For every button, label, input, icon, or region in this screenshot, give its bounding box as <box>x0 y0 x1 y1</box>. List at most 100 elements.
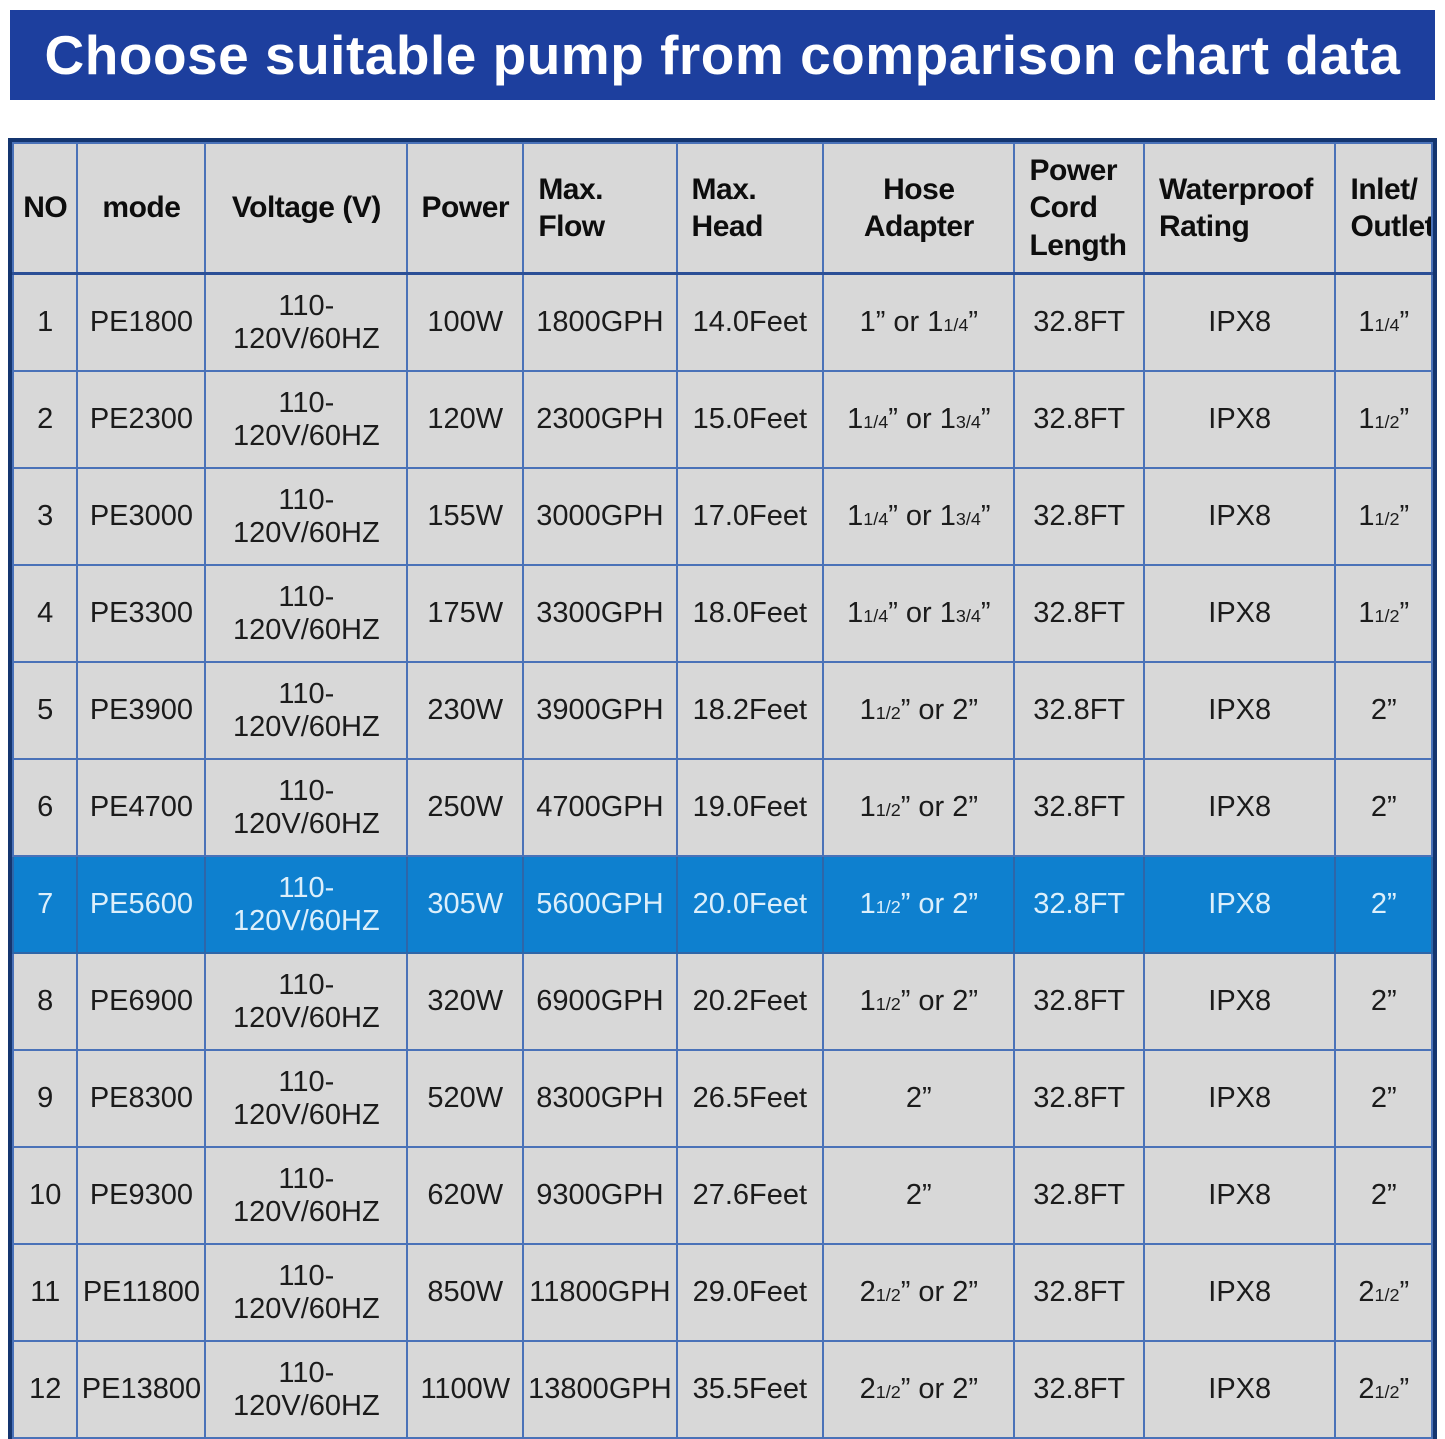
cell-inlet_outlet: 2” <box>1334 1049 1433 1148</box>
table-row-pe9300: 10 PE9300 110-120V/60HZ 620W 9300GPH 27.6Feet… <box>11 1146 1433 1245</box>
cell-max_flow: 3300GPH <box>522 564 678 663</box>
cell-waterproof_rating: IPX8 <box>1142 758 1337 857</box>
cell-waterproof_rating: IPX8 <box>1142 661 1337 760</box>
column-header-max_flow: Max. Flow <box>522 142 678 275</box>
cell-max_head: 20.2Feet <box>675 952 825 1051</box>
cell-hose_adapter: 2” <box>822 1146 1016 1245</box>
cell-waterproof_rating: IPX8 <box>1142 952 1337 1051</box>
fraction: 1/4 <box>863 412 889 432</box>
table-row-pe1800: 1 PE1800 110-120V/60HZ 100W 1800GPH 14.0Feet 1… <box>11 272 1433 372</box>
table-row-pe4700: 6 PE4700 110-120V/60HZ 250W 4700GPH 19.0Feet 1… <box>11 758 1433 857</box>
table-row-pe2300: 2 PE2300 110-120V/60HZ 120W 2300GPH 15.0Feet 1… <box>11 370 1433 469</box>
cell-power: 120W <box>406 370 525 469</box>
fraction: 1/4 <box>863 606 889 626</box>
fraction: 1/2 <box>875 994 901 1014</box>
cell-max_flow: 3900GPH <box>522 661 678 760</box>
cell-inlet_outlet: 11/2” <box>1334 370 1433 469</box>
cell-waterproof_rating: IPX8 <box>1142 1340 1337 1439</box>
cell-no: 7 <box>11 855 79 954</box>
cell-power_cord_length: 32.8FT <box>1013 370 1145 469</box>
table-row-pe5600: 7 PE5600 110-120V/60HZ 305W 5600GPH 20.0Feet 1… <box>11 855 1433 954</box>
cell-mode: PE4700 <box>76 758 207 857</box>
cell-power_cord_length: 32.8FT <box>1013 467 1145 566</box>
cell-no: 8 <box>11 952 79 1051</box>
column-header-voltage: Voltage (V) <box>204 142 409 275</box>
cell-voltage: 110-120V/60HZ <box>204 1243 409 1342</box>
cell-no: 12 <box>11 1340 79 1439</box>
cell-waterproof_rating: IPX8 <box>1142 370 1337 469</box>
cell-no: 10 <box>11 1146 79 1245</box>
cell-power_cord_length: 32.8FT <box>1013 661 1145 760</box>
cell-waterproof_rating: IPX8 <box>1142 1049 1337 1148</box>
cell-voltage: 110-120V/60HZ <box>204 1146 409 1245</box>
cell-max_flow: 6900GPH <box>522 952 678 1051</box>
cell-max_head: 29.0Feet <box>675 1243 825 1342</box>
cell-inlet_outlet: 2” <box>1334 855 1433 954</box>
cell-power_cord_length: 32.8FT <box>1013 564 1145 663</box>
cell-mode: PE3900 <box>76 661 207 760</box>
cell-inlet_outlet: 11/2” <box>1334 467 1433 566</box>
cell-power: 230W <box>406 661 525 760</box>
cell-power: 320W <box>406 952 525 1051</box>
cell-waterproof_rating: IPX8 <box>1142 467 1337 566</box>
cell-waterproof_rating: IPX8 <box>1142 564 1337 663</box>
cell-mode: PE13800 <box>76 1340 207 1439</box>
cell-max_head: 35.5Feet <box>675 1340 825 1439</box>
cell-power: 250W <box>406 758 525 857</box>
fraction: 1/2 <box>875 1382 901 1402</box>
cell-power_cord_length: 32.8FT <box>1013 1049 1145 1148</box>
cell-power_cord_length: 32.8FT <box>1013 272 1145 372</box>
column-header-power: Power <box>406 142 525 275</box>
fraction: 1/4 <box>943 315 969 335</box>
cell-waterproof_rating: IPX8 <box>1142 855 1337 954</box>
cell-waterproof_rating: IPX8 <box>1142 272 1337 372</box>
cell-voltage: 110-120V/60HZ <box>204 1340 409 1439</box>
cell-power: 155W <box>406 467 525 566</box>
comparison-table-wrapper: NO mode Voltage (V) Power Max. Flow Max. Head… <box>8 138 1437 1439</box>
fraction: 1/2 <box>1374 1285 1400 1305</box>
cell-no: 9 <box>11 1049 79 1148</box>
cell-power: 1100W <box>406 1340 525 1439</box>
cell-voltage: 110-120V/60HZ <box>204 467 409 566</box>
cell-inlet_outlet: 11/4” <box>1334 272 1433 372</box>
column-header-no: NO <box>11 142 79 275</box>
pump-comparison-table: NO mode Voltage (V) Power Max. Flow Max. Head… <box>11 142 1433 1439</box>
cell-max_flow: 2300GPH <box>522 370 678 469</box>
cell-hose_adapter: 11/2” or 2” <box>822 952 1016 1051</box>
cell-inlet_outlet: 2” <box>1334 758 1433 857</box>
table-header: NO mode Voltage (V) Power Max. Flow Max. Head… <box>11 142 1433 275</box>
page-title: Choose suitable pump from comparison cha… <box>44 24 1401 86</box>
cell-hose_adapter: 21/2” or 2” <box>822 1243 1016 1342</box>
cell-max_flow: 4700GPH <box>522 758 678 857</box>
cell-mode: PE9300 <box>76 1146 207 1245</box>
cell-voltage: 110-120V/60HZ <box>204 1049 409 1148</box>
cell-hose_adapter: 1” or 11/4” <box>822 272 1016 372</box>
cell-max_head: 17.0Feet <box>675 467 825 566</box>
cell-hose_adapter: 11/4” or 13/4” <box>822 370 1016 469</box>
fraction: 3/4 <box>955 509 981 529</box>
fraction: 1/2 <box>875 703 901 723</box>
cell-max_flow: 11800GPH <box>522 1243 678 1342</box>
cell-max_flow: 5600GPH <box>522 855 678 954</box>
cell-power_cord_length: 32.8FT <box>1013 1243 1145 1342</box>
table-row-pe3300: 4 PE3300 110-120V/60HZ 175W 3300GPH 18.0Feet 1… <box>11 564 1433 663</box>
cell-max_flow: 9300GPH <box>522 1146 678 1245</box>
cell-inlet_outlet: 11/2” <box>1334 564 1433 663</box>
cell-inlet_outlet: 2” <box>1334 952 1433 1051</box>
column-header-mode: mode <box>76 142 207 275</box>
fraction: 1/4 <box>863 509 889 529</box>
cell-power_cord_length: 32.8FT <box>1013 1146 1145 1245</box>
cell-power_cord_length: 32.8FT <box>1013 952 1145 1051</box>
cell-power_cord_length: 32.8FT <box>1013 1340 1145 1439</box>
cell-mode: PE11800 <box>76 1243 207 1342</box>
cell-power: 850W <box>406 1243 525 1342</box>
cell-mode: PE6900 <box>76 952 207 1051</box>
fraction: 1/2 <box>1374 1382 1400 1402</box>
table-row-pe6900: 8 PE6900 110-120V/60HZ 320W 6900GPH 20.2Feet 1… <box>11 952 1433 1051</box>
cell-voltage: 110-120V/60HZ <box>204 661 409 760</box>
cell-voltage: 110-120V/60HZ <box>204 272 409 372</box>
table-row-pe11800: 11 PE11800 110-120V/60HZ 850W 11800GPH 29.0Fe… <box>11 1243 1433 1342</box>
cell-power_cord_length: 32.8FT <box>1013 855 1145 954</box>
cell-voltage: 110-120V/60HZ <box>204 758 409 857</box>
